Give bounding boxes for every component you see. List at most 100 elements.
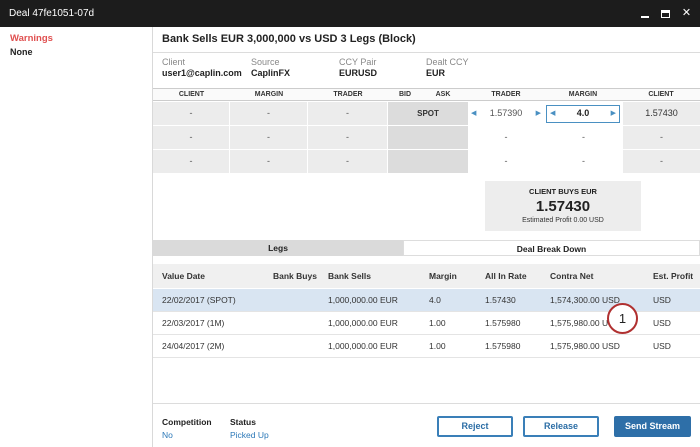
competition-value: No: [162, 430, 173, 440]
grid-cell: -: [308, 126, 387, 149]
grid-cell: -: [230, 150, 307, 173]
grid-cell: -: [504, 132, 508, 142]
status-group: Status Picked Up: [230, 417, 269, 440]
cell-all-in-rate: 1.575980: [485, 318, 521, 328]
spot-label: SPOT: [417, 109, 439, 118]
close-icon[interactable]: ✕: [681, 7, 692, 19]
cell-contra-net: 1,574,300.00 USD: [550, 295, 620, 305]
cell-bank-sells: 1,000,000.00 EUR: [328, 341, 398, 351]
release-button[interactable]: Release: [523, 416, 599, 437]
maximize-icon[interactable]: [660, 8, 671, 19]
deal-footer: Competition No Status Picked Up Reject R…: [153, 403, 700, 447]
cell-est-profit: USD: [653, 341, 671, 351]
grid-header-margin: MARGIN: [254, 91, 284, 98]
deal-panel: Bank Sells EUR 3,000,000 vs USD 3 Legs (…: [153, 27, 700, 447]
grid-cell: -: [230, 126, 307, 149]
column-header-all-in-rate[interactable]: All In Rate: [485, 271, 527, 281]
grid-cell: -: [153, 126, 229, 149]
grid-cell: [388, 126, 468, 149]
send-stream-button[interactable]: Send Stream: [614, 416, 691, 437]
column-header-margin[interactable]: Margin: [429, 271, 457, 281]
grid-header-bid: BID: [398, 91, 412, 98]
warnings-value: None: [10, 47, 33, 57]
grid-header-trader: TRADER: [333, 91, 363, 98]
trader-price: 1.57390: [489, 108, 523, 118]
grid-cell: -: [308, 150, 387, 173]
cell-all-in-rate: 1.57430: [485, 295, 516, 305]
margin-value[interactable]: 4.0: [576, 108, 590, 118]
margin-stepper[interactable]: ◀ 4.0 ▶: [546, 105, 620, 123]
warnings-label: Warnings: [10, 33, 53, 44]
tab-bar: Legs Deal Break Down: [153, 240, 700, 256]
deal-title: Bank Sells EUR 3,000,000 vs USD 3 Legs (…: [162, 33, 416, 45]
competition-group: Competition No: [162, 417, 212, 440]
window-titlebar: Deal 47fe1051-07d ✕: [0, 0, 700, 27]
grid-header-margin: MARGIN: [568, 91, 598, 98]
info-source: Source CaplinFX: [251, 57, 290, 78]
pricing-row: - - - SPOT ◀ 1.57390 ▶ ◀ 4.0 ▶ 1.57430: [153, 102, 700, 125]
legs-table-header: Value Date Bank Buys Bank Sells Margin A…: [153, 264, 700, 288]
estimated-profit: Estimated Profit 0.00 USD: [522, 217, 604, 224]
table-row[interactable]: 22/02/2017 (SPOT) 1,000,000.00 EUR 4.0 1…: [153, 289, 700, 312]
trader-price-cell: ◀ 1.57390 ▶: [468, 102, 544, 125]
arrow-left-icon[interactable]: ◀: [471, 110, 477, 117]
arrow-right-icon[interactable]: ▶: [610, 110, 616, 117]
table-row[interactable]: 22/03/2017 (1M) 1,000,000.00 EUR 1.00 1.…: [153, 312, 700, 335]
status-value: Picked Up: [230, 430, 269, 440]
arrow-left-icon[interactable]: ◀: [550, 110, 556, 117]
info-value: EUR: [426, 68, 446, 78]
status-label: Status: [230, 417, 256, 427]
info-value: CaplinFX: [251, 68, 291, 78]
info-value: EURUSD: [339, 68, 378, 78]
column-header-value-date[interactable]: Value Date: [162, 271, 205, 281]
cell-bank-sells: 1,000,000.00 EUR: [328, 295, 398, 305]
cell-margin: 1.00: [429, 341, 446, 351]
column-header-bank-sells[interactable]: Bank Sells: [328, 271, 371, 281]
column-header-bank-buys[interactable]: Bank Buys: [273, 271, 317, 281]
arrow-right-icon[interactable]: ▶: [535, 110, 541, 117]
info-label: Source: [251, 57, 280, 67]
column-header-contra-net[interactable]: Contra Net: [550, 271, 594, 281]
reject-button[interactable]: Reject: [437, 416, 513, 437]
grid-header-client: CLIENT: [178, 91, 205, 98]
cell-contra-net: 1,575,980.00 USD: [550, 341, 620, 351]
cell-all-in-rate: 1.575980: [485, 341, 521, 351]
cell-value-date: 22/02/2017 (SPOT): [162, 295, 236, 305]
window-title: Deal 47fe1051-07d: [9, 8, 95, 19]
grid-header-trader: TRADER: [491, 91, 521, 98]
cell-est-profit: USD: [653, 318, 671, 328]
info-label: CCY Pair: [339, 57, 377, 67]
client-price: 1.57430: [623, 102, 700, 125]
spot-cell: SPOT: [388, 102, 468, 125]
table-row[interactable]: 24/04/2017 (2M) 1,000,000.00 EUR 1.00 1.…: [153, 335, 700, 358]
grid-cell: -: [582, 132, 585, 142]
tab-deal-break-down[interactable]: Deal Break Down: [403, 240, 700, 256]
client-buys-summary: CLIENT BUYS EUR 1.57430 Estimated Profit…: [485, 181, 641, 231]
cell-contra-net: 1,575,980.00 USD: [550, 318, 620, 328]
cell-margin: 1.00: [429, 318, 446, 328]
tab-legs[interactable]: Legs: [153, 240, 403, 256]
grid-cell: -: [623, 150, 700, 173]
grid-cell: -: [308, 102, 387, 125]
cell-bank-sells: 1,000,000.00 EUR: [328, 318, 398, 328]
grid-header-client: CLIENT: [648, 91, 674, 98]
competition-label: Competition: [162, 417, 212, 427]
cell-est-profit: USD: [653, 295, 671, 305]
cell-margin: 4.0: [429, 295, 441, 305]
client-buys-title: CLIENT BUYS EUR: [529, 187, 597, 196]
grid-cell: -: [582, 156, 585, 166]
info-label: Dealt CCY: [426, 57, 469, 67]
grid-cell: -: [623, 126, 700, 149]
grid-cell: -: [153, 102, 229, 125]
pricing-grid-header: CLIENT MARGIN TRADER BID ASK TRADER MARG…: [153, 88, 700, 101]
info-client: Client user1@caplin.com: [162, 57, 242, 78]
cell-value-date: 22/03/2017 (1M): [162, 318, 225, 328]
grid-cell: -: [504, 156, 508, 166]
column-header-est-profit[interactable]: Est. Profit: [653, 271, 694, 281]
client-buys-price: 1.57430: [535, 198, 591, 215]
info-ccy-pair: CCY Pair EURUSD: [339, 57, 377, 78]
pricing-row: - - - - - -: [153, 150, 700, 173]
minimize-icon[interactable]: [639, 8, 650, 19]
grid-cell: [388, 150, 468, 173]
cell-value-date: 24/04/2017 (2M): [162, 341, 225, 351]
